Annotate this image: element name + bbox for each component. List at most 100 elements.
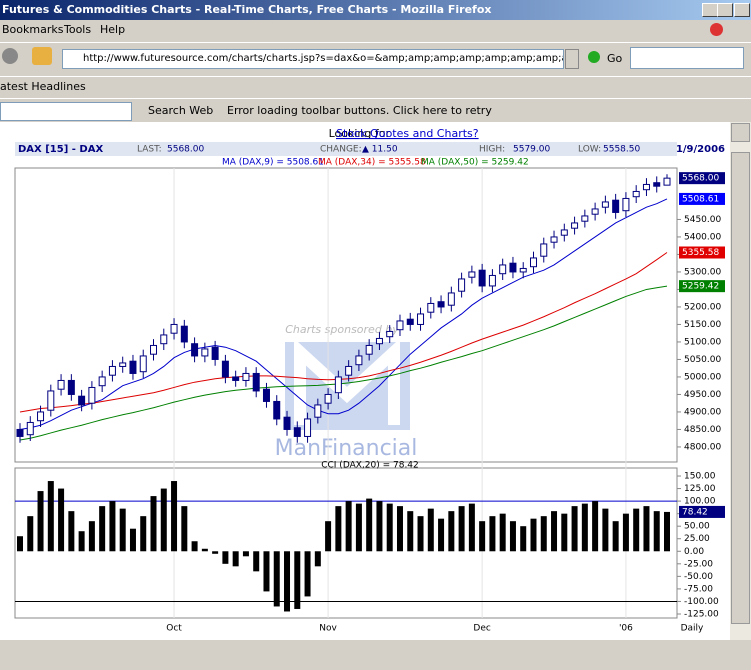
prompt: Looking for <box>329 127 391 140</box>
back-icon[interactable] <box>2 48 18 64</box>
candle-body <box>591 208 599 215</box>
menu-item[interactable]: Help <box>100 23 126 36</box>
candle-body <box>304 418 312 437</box>
close-button[interactable] <box>734 3 750 17</box>
go-button[interactable]: Go <box>607 52 623 65</box>
ma-line <box>19 252 668 413</box>
home-icon[interactable] <box>32 47 52 65</box>
bar <box>335 506 342 552</box>
price-panel <box>14 167 678 463</box>
vertical-scrollbar[interactable] <box>730 122 751 640</box>
menu-item[interactable]: Bookmarks <box>2 23 64 36</box>
candle-body <box>232 376 240 381</box>
x-tick-label: '06 <box>619 624 633 634</box>
search-web-button[interactable]: Search Web <box>148 104 214 117</box>
candle-body <box>170 323 178 334</box>
candle-body <box>139 355 147 373</box>
bar <box>201 548 208 552</box>
candle-body <box>16 428 24 437</box>
header-label: HIGH: <box>479 145 505 155</box>
window-title: Futures & Commodities Charts - Real-Time… <box>2 3 492 16</box>
y-tick-label: 100.00 <box>684 497 716 507</box>
candle-body <box>529 257 537 268</box>
legend-entry: MA (DAX,9) = 5508.61 <box>222 158 324 168</box>
bar <box>602 508 609 552</box>
bar <box>386 503 393 552</box>
symbol: DAX [15] - DAX <box>18 144 103 155</box>
candle-body <box>98 376 106 387</box>
period-label: Daily <box>681 624 704 634</box>
bar <box>468 503 475 552</box>
ma-line <box>19 285 668 441</box>
candle-body <box>37 411 45 422</box>
bar <box>366 498 373 552</box>
bar <box>129 528 136 552</box>
bar <box>396 506 403 552</box>
candle-body <box>571 222 579 229</box>
candle-body <box>345 365 353 376</box>
minimize-button[interactable] <box>702 3 718 17</box>
price-tag <box>679 192 725 205</box>
bar <box>499 513 506 552</box>
menu-bar: Bookmarks Tools Help <box>0 20 751 40</box>
bar <box>355 503 362 552</box>
header-value: 5558.50 <box>603 145 640 155</box>
y-tick-label: 5400.00 <box>684 232 721 242</box>
scroll-thumb[interactable] <box>731 152 750 624</box>
header-value: 5568.00 <box>167 145 204 155</box>
logo-m <box>294 338 400 425</box>
scroll-up[interactable] <box>731 123 750 142</box>
bar <box>551 511 558 552</box>
candle-body <box>632 190 640 198</box>
go-icon[interactable] <box>588 51 600 63</box>
toolbar-error[interactable]: Error loading toolbar buttons. Click her… <box>227 104 492 117</box>
candle-body <box>468 271 476 278</box>
bar <box>150 496 157 552</box>
stop-icon[interactable] <box>710 23 723 36</box>
url-bar[interactable]: http://www.futuresource.com/charts/chart… <box>62 49 564 69</box>
bar <box>119 508 126 552</box>
bar <box>664 511 670 552</box>
candle-body <box>663 177 671 186</box>
bar <box>273 551 280 607</box>
bar <box>27 516 34 552</box>
bar <box>530 518 537 552</box>
bookmark[interactable]: atest Headlines <box>0 80 86 93</box>
price-tag <box>679 246 725 259</box>
candle-body <box>396 320 404 331</box>
header-label: CHANGE: <box>320 145 362 155</box>
price-tag-label: 5259.42 <box>682 282 719 292</box>
menu-item[interactable]: Tools <box>64 23 92 36</box>
bar <box>643 506 650 552</box>
bar <box>633 508 640 552</box>
y-tick-label: -75.00 <box>684 584 713 594</box>
candle-body <box>437 301 445 308</box>
bar <box>232 551 239 567</box>
candle-body <box>283 416 291 430</box>
bar <box>284 551 291 612</box>
y-tick-label: 125.00 <box>684 484 716 494</box>
legend-entry: MA (DAX,34) = 5355.58 <box>318 158 426 168</box>
bar <box>417 516 424 552</box>
bar <box>222 551 229 564</box>
candle-body <box>560 229 568 236</box>
bar <box>427 508 434 552</box>
y-tick-label: -25.00 <box>684 559 713 569</box>
candle-body <box>88 386 96 404</box>
bar <box>58 488 65 552</box>
bar <box>263 551 270 592</box>
y-tick-label: 5150.00 <box>684 320 721 330</box>
bar <box>99 506 106 552</box>
search-box[interactable] <box>630 47 744 69</box>
candle-body <box>191 343 199 357</box>
url-text: http://www.futuresource.com/charts/chart… <box>83 53 563 64</box>
quote-link[interactable]: Stock Quotes and Charts? <box>336 127 479 140</box>
bar <box>458 506 465 552</box>
candle-body <box>622 197 630 212</box>
toolbar-input[interactable] <box>0 102 132 121</box>
candle-body <box>262 388 270 402</box>
maximize-button[interactable] <box>717 3 733 17</box>
toolbar: Search Web Error loading toolbar buttons… <box>0 98 751 123</box>
url-dropdown[interactable] <box>565 49 579 69</box>
candle-body <box>273 400 281 420</box>
